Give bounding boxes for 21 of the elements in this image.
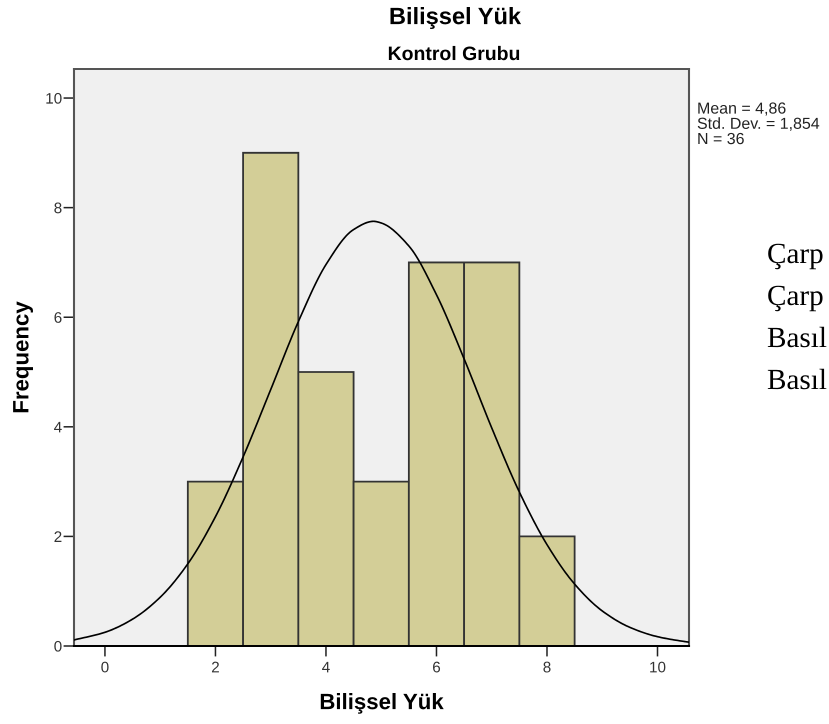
y-axis-title: Frequency	[13, 301, 33, 412]
y-tick-label: 4	[54, 422, 62, 432]
chart-title: Bilişsel Yük	[390, 6, 522, 30]
text: Basıl	[768, 368, 826, 390]
x-tick-label: 2	[212, 662, 219, 672]
y-tick-label: 0	[54, 640, 62, 652]
x-tick-label: 10	[650, 662, 666, 672]
y-tick-label: 6	[54, 312, 62, 323]
x-tick-label: 8	[543, 662, 551, 672]
y-tick-label: 8	[54, 202, 62, 214]
text: Basıl	[768, 326, 826, 348]
text: Mean = 4,86 Std. Dev. = 1,854 N = 36	[698, 102, 820, 144]
x-tick-label: 4	[322, 662, 330, 672]
x-tick-label: 0	[101, 662, 109, 672]
x-axis-title: Bilişsel Yük	[320, 693, 444, 714]
x-tick-label: 6	[433, 662, 440, 672]
chart-subtitle: Kontrol Grubu	[388, 46, 520, 60]
y-tick-label: 2	[54, 531, 62, 542]
y-tick-label: 10	[46, 92, 62, 104]
text: Çarp	[768, 244, 823, 270]
text: Çarp	[768, 286, 823, 312]
